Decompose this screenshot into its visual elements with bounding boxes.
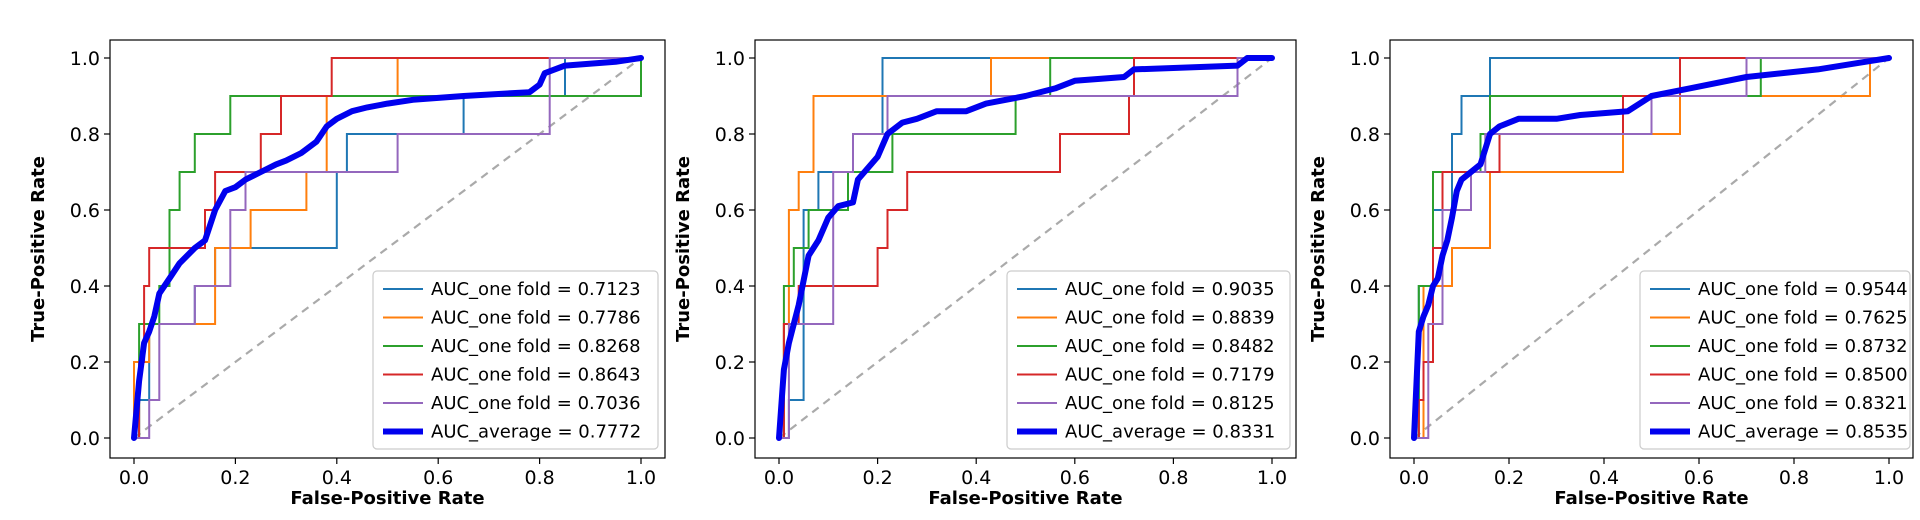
y-tick-label: 0.2 bbox=[1350, 352, 1380, 374]
roc-curve-average bbox=[776, 55, 1275, 441]
y-axis-title: True-Positive Rate bbox=[1308, 156, 1329, 342]
chance-diagonal-line bbox=[133, 57, 642, 439]
x-tick-label: 1.0 bbox=[1257, 467, 1287, 489]
y-tick-label: 0.8 bbox=[715, 124, 745, 146]
y-tick-label: 0.6 bbox=[1350, 200, 1380, 222]
legend: AUC_one fold = 0.7123 AUC_one fold = 0.77… bbox=[372, 270, 659, 450]
y-tick-label: 1.0 bbox=[1350, 48, 1380, 70]
y-tick-label: 0.2 bbox=[715, 352, 745, 374]
x-tick-label: 0.0 bbox=[764, 467, 794, 489]
x-axis-title: False-Positive Rate bbox=[1554, 488, 1748, 509]
roc-panel-left: 0.0 0.0 0.2 0.2 0.4 0.4 0.6 0.6 0.8 0.8 1.0 1.0 Fals… bbox=[28, 39, 666, 509]
y-tick-label: 0.6 bbox=[70, 200, 100, 222]
legend-entry-label: AUC_one fold = 0.7036 bbox=[431, 393, 641, 414]
y-tick-label: 0.4 bbox=[1350, 276, 1380, 298]
x-tick-label: 0.2 bbox=[1494, 467, 1524, 489]
legend: AUC_one fold = 0.9035 AUC_one fold = 0.88… bbox=[1006, 270, 1291, 450]
y-axis-title: True-Positive Rate bbox=[28, 156, 49, 342]
x-tick-label: 0.8 bbox=[1158, 467, 1188, 489]
legend-entry-label: AUC_one fold = 0.8268 bbox=[431, 336, 641, 357]
y-tick-label: 1.0 bbox=[715, 48, 745, 70]
roc-curve-fold-5 bbox=[134, 57, 641, 439]
legend-entry-label: AUC_one fold = 0.8482 bbox=[1065, 336, 1275, 357]
y-tick-label: 0.0 bbox=[1350, 428, 1380, 450]
y-tick-label: 0.4 bbox=[70, 276, 100, 298]
x-tick-label: 0.4 bbox=[1589, 467, 1619, 489]
x-tick-label: 1.0 bbox=[1874, 467, 1904, 489]
x-tick-label: 1.0 bbox=[626, 467, 656, 489]
roc-panel-middle: 0.0 0.0 0.2 0.2 0.4 0.4 0.6 0.6 0.8 0.8 1.0 1.0 Fals… bbox=[673, 39, 1297, 509]
x-tick-label: 0.4 bbox=[322, 467, 352, 489]
legend-entry-label: AUC_one fold = 0.8732 bbox=[1698, 336, 1908, 357]
legend-entry-label: AUC_one fold = 0.8500 bbox=[1698, 365, 1908, 386]
legend-box bbox=[1639, 270, 1911, 450]
x-tick-label: 0.6 bbox=[1684, 467, 1714, 489]
legend-box bbox=[372, 270, 659, 450]
x-tick-label: 0.8 bbox=[524, 467, 554, 489]
legend-entry-label: AUC_one fold = 0.8643 bbox=[431, 365, 641, 386]
legend-entry-label: AUC_one fold = 0.7123 bbox=[431, 279, 641, 300]
x-tick-label: 0.8 bbox=[1779, 467, 1809, 489]
y-tick-label: 0.0 bbox=[70, 428, 100, 450]
legend-entry-label: AUC_one fold = 0.9035 bbox=[1065, 279, 1275, 300]
roc-panel-right: 0.0 0.0 0.2 0.2 0.4 0.4 0.6 0.6 0.8 0.8 1.0 1.0 Fals… bbox=[1308, 39, 1914, 509]
x-tick-label: 0.2 bbox=[220, 467, 250, 489]
roc-curve-fold-4 bbox=[779, 57, 1272, 439]
x-tick-label: 0.0 bbox=[1399, 467, 1429, 489]
y-tick-label: 0.4 bbox=[715, 276, 745, 298]
x-tick-label: 0.2 bbox=[862, 467, 892, 489]
x-tick-label: 0.6 bbox=[1060, 467, 1090, 489]
x-axis-title: False-Positive Rate bbox=[928, 488, 1122, 509]
y-tick-label: 0.8 bbox=[1350, 124, 1380, 146]
y-axis-title: True-Positive Rate bbox=[673, 156, 694, 342]
legend-entry-label: AUC_average = 0.8535 bbox=[1698, 422, 1908, 443]
legend-entry-label: AUC_one fold = 0.8839 bbox=[1065, 308, 1275, 329]
legend-entry-label: AUC_one fold = 0.7625 bbox=[1698, 308, 1908, 329]
x-tick-label: 0.0 bbox=[119, 467, 149, 489]
legend-entry-label: AUC_one fold = 0.7786 bbox=[431, 308, 641, 329]
legend-entry-label: AUC_one fold = 0.8321 bbox=[1698, 393, 1908, 414]
legend-entry-label: AUC_one fold = 0.7179 bbox=[1065, 365, 1275, 386]
legend-box bbox=[1006, 270, 1291, 450]
chance-diagonal-line bbox=[1413, 57, 1890, 439]
roc-curve-average bbox=[131, 55, 644, 441]
y-tick-label: 0.2 bbox=[70, 352, 100, 374]
legend: AUC_one fold = 0.9544 AUC_one fold = 0.76… bbox=[1639, 270, 1911, 450]
y-tick-label: 0.6 bbox=[715, 200, 745, 222]
roc-curve-average bbox=[1411, 55, 1892, 441]
legend-entry-label: AUC_one fold = 0.8125 bbox=[1065, 393, 1275, 414]
legend-entry-label: AUC_average = 0.8331 bbox=[1065, 422, 1275, 443]
y-tick-label: 0.0 bbox=[715, 428, 745, 450]
y-tick-label: 0.8 bbox=[70, 124, 100, 146]
x-tick-label: 0.4 bbox=[961, 467, 991, 489]
legend-entry-label: AUC_average = 0.7772 bbox=[431, 422, 641, 443]
x-tick-label: 0.6 bbox=[423, 467, 453, 489]
roc-curve-fold-3 bbox=[1414, 57, 1889, 439]
x-axis-title: False-Positive Rate bbox=[290, 488, 484, 509]
y-tick-label: 1.0 bbox=[70, 48, 100, 70]
chance-diagonal-line bbox=[778, 57, 1273, 439]
legend-entry-label: AUC_one fold = 0.9544 bbox=[1698, 279, 1908, 300]
roc-curve-fold-5 bbox=[1414, 57, 1889, 439]
